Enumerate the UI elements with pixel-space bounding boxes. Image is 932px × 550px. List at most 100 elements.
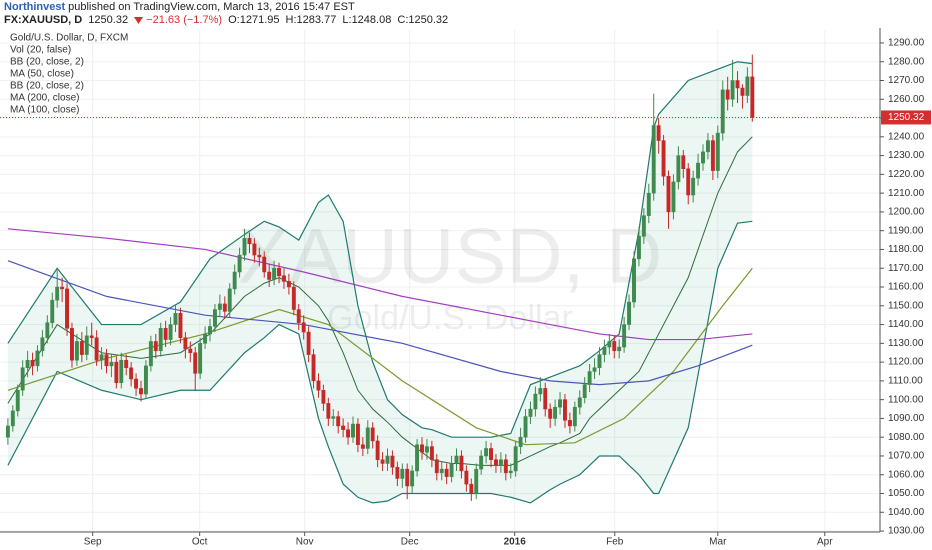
candle-body bbox=[355, 423, 360, 445]
publisher[interactable]: Northinvest bbox=[4, 1, 66, 13]
candle-body bbox=[489, 448, 493, 460]
y-tick-label: 1190.00 bbox=[888, 225, 924, 236]
candle-body bbox=[178, 313, 183, 338]
candle-body bbox=[217, 303, 222, 310]
candle-body bbox=[257, 254, 262, 258]
candle-body bbox=[385, 455, 390, 464]
candle-body bbox=[636, 236, 641, 260]
candle-body bbox=[715, 132, 720, 171]
candle-body bbox=[701, 151, 705, 164]
x-tick-label: 2016 bbox=[504, 537, 527, 548]
candle-body bbox=[656, 125, 661, 141]
candle-body bbox=[567, 420, 572, 427]
study-label: BB (20, close, 2) bbox=[10, 57, 84, 68]
candle-body bbox=[237, 254, 242, 273]
candle-body bbox=[681, 155, 686, 169]
candle-body bbox=[597, 354, 602, 368]
candle-body bbox=[523, 416, 528, 438]
candle-body bbox=[454, 455, 459, 464]
down-arrow bbox=[134, 17, 144, 25]
instrument: Gold/U.S. Dollar, D, FXCM bbox=[10, 33, 128, 44]
value: 1283.77 bbox=[296, 14, 337, 26]
candle-body bbox=[705, 140, 710, 153]
candle-body bbox=[267, 271, 272, 280]
label: L: bbox=[342, 14, 352, 26]
candle-body bbox=[55, 286, 60, 301]
candle-body bbox=[79, 341, 84, 355]
moving-average bbox=[7, 260, 753, 386]
candle-body bbox=[70, 328, 74, 361]
candle-body bbox=[424, 446, 429, 453]
candle-body bbox=[168, 324, 173, 340]
candle-body bbox=[203, 333, 208, 344]
bollinger-upper bbox=[7, 61, 753, 438]
candle-body bbox=[607, 341, 612, 348]
candle-body bbox=[469, 483, 474, 494]
candle-body bbox=[370, 427, 375, 442]
candle-body bbox=[444, 468, 449, 477]
candle-body bbox=[247, 237, 252, 245]
label: O: bbox=[228, 14, 240, 26]
candle-body bbox=[400, 468, 405, 479]
candle-body bbox=[158, 328, 163, 352]
x-tick-label: Mar bbox=[709, 537, 727, 548]
candle-body bbox=[134, 378, 139, 389]
h-label: H:1283.77 bbox=[286, 14, 337, 26]
candle-body bbox=[720, 89, 725, 134]
candle-body bbox=[262, 256, 267, 273]
candle-body bbox=[365, 427, 370, 449]
y-tick-label: 1080.00 bbox=[888, 432, 925, 443]
candle-body bbox=[676, 155, 681, 183]
candle-body bbox=[222, 303, 227, 312]
y-tick-label: 1280.00 bbox=[888, 56, 925, 67]
y-tick-label: 1200.00 bbox=[888, 207, 925, 218]
candle-body bbox=[148, 341, 153, 367]
y-tick-label: 1030.00 bbox=[888, 526, 925, 537]
candle-body bbox=[212, 309, 217, 327]
candle-body bbox=[336, 416, 341, 427]
candle-body bbox=[60, 286, 65, 290]
y-tick-label: 1110.00 bbox=[888, 376, 923, 387]
candle-body bbox=[143, 365, 148, 395]
candle-body bbox=[646, 192, 651, 216]
candle-body bbox=[331, 416, 336, 419]
candle-body bbox=[627, 301, 632, 325]
candle-body bbox=[582, 384, 587, 399]
y-tick-label: 1050.00 bbox=[888, 488, 925, 499]
y-tick-label: 1260.00 bbox=[888, 94, 925, 105]
y-tick-label: 1100.00 bbox=[888, 394, 924, 405]
published: published on TradingView.com, March 13, … bbox=[68, 1, 355, 13]
bollinger-fill bbox=[7, 61, 753, 503]
candle-body bbox=[139, 388, 143, 395]
y-tick-label: 1270.00 bbox=[888, 75, 925, 86]
candle-body bbox=[474, 468, 479, 494]
candle-body bbox=[252, 243, 257, 256]
candle-body bbox=[326, 403, 331, 419]
candle-body bbox=[40, 337, 45, 352]
candle-body bbox=[232, 271, 237, 290]
candle-body bbox=[661, 140, 666, 177]
candle-body bbox=[548, 408, 553, 419]
c-label: C:1250.32 bbox=[397, 14, 448, 26]
candle-body bbox=[439, 468, 444, 474]
candle-body bbox=[434, 459, 439, 474]
candle-body bbox=[291, 286, 296, 310]
candle-body bbox=[119, 359, 124, 384]
value: 1248.08 bbox=[351, 14, 392, 26]
candle-body bbox=[124, 359, 129, 368]
candle-body bbox=[321, 390, 326, 404]
candle-body bbox=[538, 388, 543, 395]
candle-body bbox=[513, 446, 518, 472]
candle-body bbox=[622, 324, 627, 348]
y-tick-label: 1180.00 bbox=[888, 244, 924, 255]
candle-body bbox=[380, 459, 385, 464]
candle-body bbox=[563, 399, 567, 421]
study-label: MA (50, close) bbox=[10, 69, 74, 80]
candle-body bbox=[65, 288, 69, 329]
candle-body bbox=[74, 341, 79, 361]
candle-body bbox=[459, 455, 464, 472]
label: C: bbox=[397, 14, 409, 26]
watermark-symbol: XAUUSD, D bbox=[238, 212, 663, 300]
label: H: bbox=[285, 14, 297, 26]
